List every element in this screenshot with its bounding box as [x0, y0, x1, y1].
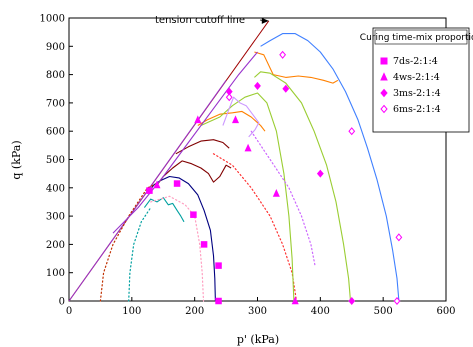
series-line — [254, 71, 352, 302]
data-point — [200, 241, 208, 248]
data-point — [244, 143, 252, 152]
failure-lines — [68, 20, 270, 302]
x-tick-label: 500 — [374, 306, 393, 317]
legend-marker — [380, 104, 388, 114]
legend-marker — [380, 88, 388, 98]
legend-label: 6ms-2:1:4 — [393, 104, 441, 115]
data-point — [395, 233, 403, 242]
data-markers — [146, 50, 403, 306]
legend-box — [372, 27, 470, 133]
legend: Curing time-mix proportion 7ds-2:1:4 4ws-… — [360, 27, 473, 133]
data-point — [190, 211, 197, 218]
data-point — [215, 297, 222, 305]
data-point — [282, 84, 290, 93]
y-tick-label: 500 — [46, 155, 65, 166]
data-point — [272, 189, 280, 197]
legend-title: Curing time-mix proportion — [360, 33, 473, 43]
y-tick-label: 900 — [46, 42, 65, 53]
series-line — [147, 175, 216, 302]
y-tick-label: 600 — [46, 127, 65, 138]
legend-items: 7ds-2:1:4 4ws-2:1:4 3ms-2:1:4 6ms-2:1:4 — [380, 56, 441, 115]
legend-label: 4ws-2:1:4 — [393, 72, 440, 83]
y-tick-label: 1000 — [40, 14, 65, 25]
series-line — [197, 110, 266, 132]
x-tick-label: 200 — [185, 306, 204, 317]
annotation-text: tension cutoff line — [155, 15, 245, 26]
series-lines — [99, 33, 400, 302]
series-line — [254, 51, 339, 84]
series-line — [260, 33, 400, 302]
legend-marker — [380, 57, 388, 65]
data-point — [231, 115, 240, 124]
series-line — [200, 92, 295, 302]
y-tick-label: 400 — [46, 183, 65, 194]
x-axis-title: p' (kPa) — [237, 333, 279, 346]
series-line — [150, 195, 205, 302]
series-line — [143, 197, 185, 223]
legend-title-box — [374, 29, 468, 45]
y-tick-label: 800 — [46, 70, 65, 81]
x-tick-label: 600 — [436, 306, 455, 317]
plot-area: 0 100 200 300 400 500 600 0 100 200 300 400 500 600 70… — [40, 14, 456, 318]
data-point — [279, 50, 287, 59]
y-axis-title: q (kPa) — [10, 140, 23, 179]
y-tick-label: 200 — [46, 240, 65, 251]
legend-label: 3ms-2:1:4 — [393, 88, 441, 99]
axis-ticks: 0 100 200 300 400 500 600 0 100 200 300 400 500 600 70… — [40, 14, 456, 318]
data-point — [153, 180, 161, 189]
data-point — [254, 81, 261, 90]
series-line — [128, 207, 152, 302]
y-tick-label: 300 — [46, 212, 65, 223]
data-point — [348, 296, 356, 306]
data-point — [215, 262, 222, 269]
data-point — [173, 180, 181, 187]
annotation: tension cutoff line — [155, 15, 269, 26]
series-line — [99, 183, 158, 302]
x-tick-label: 400 — [311, 306, 330, 317]
annotation-arrowhead — [261, 17, 269, 24]
legend-marker — [380, 72, 388, 81]
data-point — [291, 296, 299, 305]
data-point — [316, 169, 324, 178]
data-point — [194, 115, 202, 124]
data-point — [348, 127, 356, 136]
legend-label: 7ds-2:1:4 — [393, 56, 438, 67]
y-tick-label: 0 — [59, 297, 65, 308]
series-line — [175, 139, 230, 155]
series-line — [222, 96, 260, 138]
data-point — [225, 93, 233, 102]
series-line — [250, 130, 316, 268]
series-line — [112, 51, 258, 234]
data-point — [146, 187, 153, 194]
x-tick-label: 300 — [248, 306, 267, 317]
data-point — [393, 296, 401, 306]
y-tick-label: 100 — [46, 268, 65, 279]
x-tick-label: 0 — [66, 306, 72, 317]
x-tick-label: 100 — [122, 306, 141, 317]
y-tick-label: 700 — [46, 98, 65, 109]
series-line — [156, 160, 232, 186]
